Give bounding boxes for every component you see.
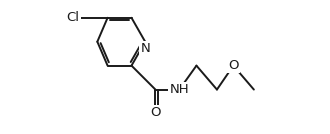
Text: Cl: Cl [67,11,80,24]
Text: O: O [228,59,239,72]
Text: N: N [140,42,150,55]
Text: O: O [150,106,161,119]
Text: NH: NH [170,83,189,96]
